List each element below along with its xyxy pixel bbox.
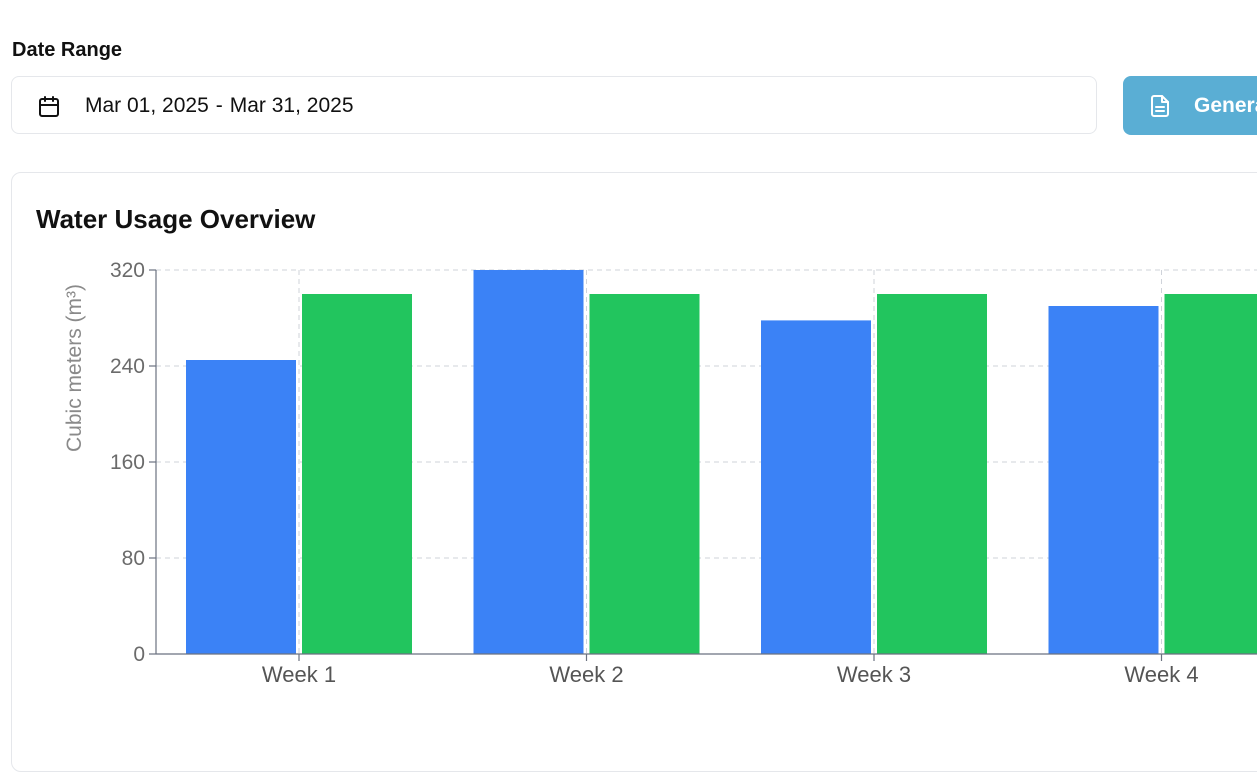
y-tick-label-320: 320 <box>110 259 145 282</box>
y-tick-label-240: 240 <box>110 355 145 378</box>
bar-blue-4 <box>1049 306 1159 654</box>
y-axis-title: Cubic meters (m³) <box>63 284 86 452</box>
bar-green-3 <box>877 294 987 654</box>
x-tick-label-1: Week 1 <box>262 662 336 687</box>
bar-blue-3 <box>761 320 871 654</box>
bar-green-1 <box>302 294 412 654</box>
x-tick-label-4: Week 4 <box>1124 662 1198 687</box>
bar-blue-2 <box>474 270 584 654</box>
x-tick-label-2: Week 2 <box>549 662 623 687</box>
water-usage-chart: 0 80 160 240 320 Week 1 Week 2 Week 3 Week 4 Cubi… <box>0 0 1257 698</box>
bar-green-4 <box>1165 294 1257 654</box>
y-tick-label-80: 80 <box>122 547 145 570</box>
x-tick-label-3: Week 3 <box>837 662 911 687</box>
y-tick-label-0: 0 <box>133 643 145 666</box>
y-tick-label-160: 160 <box>110 451 145 474</box>
bar-green-2 <box>590 294 700 654</box>
bar-blue-1 <box>186 360 296 654</box>
